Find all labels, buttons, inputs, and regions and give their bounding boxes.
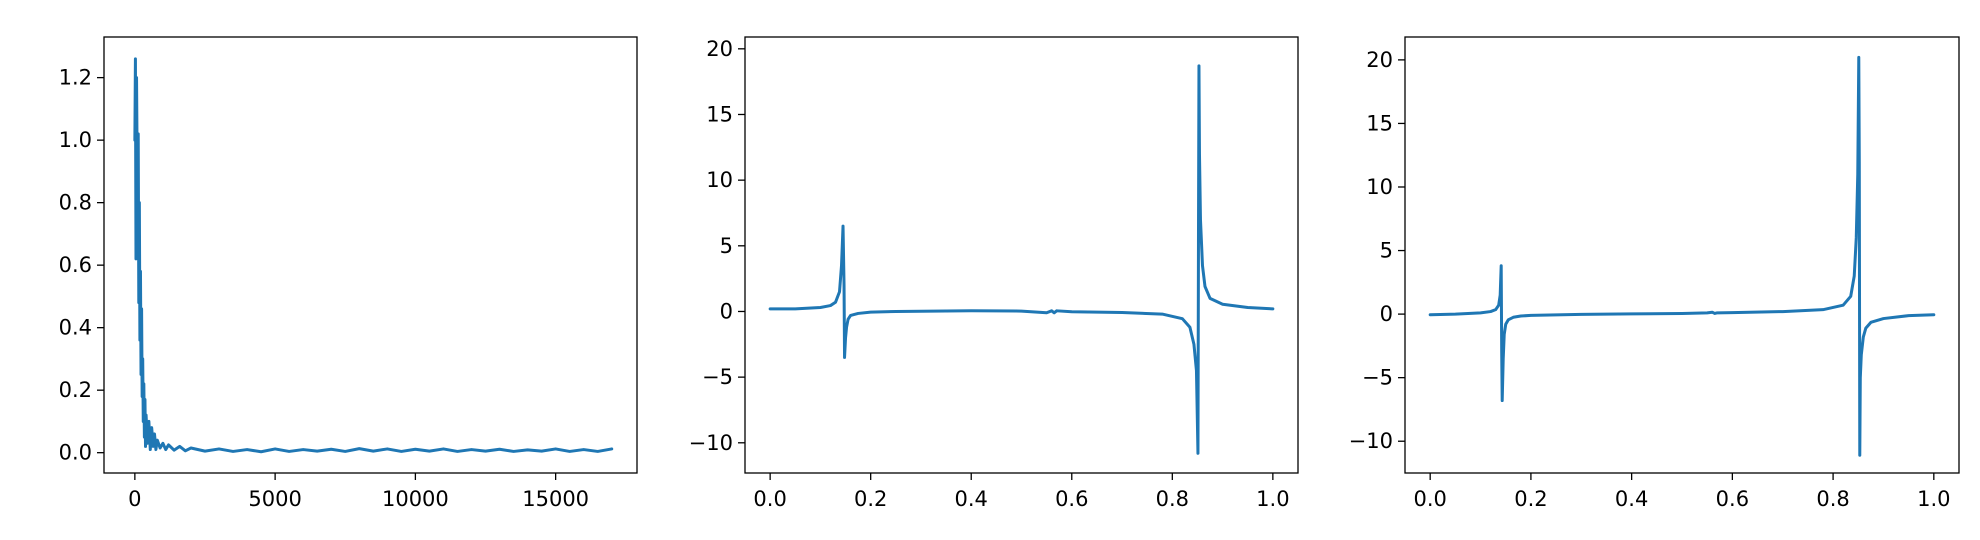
chart-1-series-line [133,57,614,454]
x-tick-label: 0.4 [1615,487,1648,511]
chart-3: 0.0 0.2 0.4 0.6 0.8 1.0 −10 −5 0 5 10 15 20 [1349,36,1960,511]
chart-2-axes-frame [744,36,1299,474]
x-tick-label: 0.6 [1716,487,1749,511]
x-tick-label: 0.6 [1055,487,1088,511]
y-tick-label: 0 [720,299,733,323]
x-tick-label: 0.0 [1413,487,1446,511]
chart-2-series-line [768,64,1275,455]
y-tick-label: −10 [689,431,733,455]
x-tick-label: 10000 [382,487,449,511]
chart-2: 0.0 0.2 0.4 0.6 0.8 1.0 −10 −5 0 5 10 15 20 [689,36,1299,511]
x-tick-label: 1.0 [1917,487,1950,511]
y-tick-label: 0.4 [59,316,92,340]
y-tick-label: 5 [1380,239,1393,263]
y-tick-label: 10 [706,168,733,192]
y-tick-label: 0.8 [59,191,92,215]
x-tick-label: 0.8 [1816,487,1849,511]
y-tick-label: 0.0 [59,441,92,465]
y-tick-label: 0 [1380,302,1393,326]
x-tick-label: 0 [128,487,141,511]
chart-1: 0 5000 10000 15000 0.0 0.2 0.4 0.6 0.8 1.0 1.2 [59,36,638,511]
y-tick-label: 20 [706,37,733,61]
y-tick-label: 0.6 [59,253,92,277]
y-tick-label: 10 [1366,175,1393,199]
x-tick-label: 0.0 [753,487,786,511]
x-tick-label: 15000 [522,487,589,511]
y-tick-label: −10 [1349,429,1393,453]
x-tick-label: 0.4 [955,487,988,511]
y-tick-label: 0.2 [59,378,92,402]
chart-1-axes-frame [103,36,638,474]
x-tick-label: 0.2 [1514,487,1547,511]
y-tick-label: 20 [1366,48,1393,72]
x-tick-label: 0.2 [854,487,887,511]
y-tick-label: 5 [720,234,733,258]
x-tick-label: 1.0 [1256,487,1289,511]
y-tick-label: 1.2 [59,66,92,90]
y-tick-label: −5 [702,365,733,389]
y-tick-label: 15 [706,102,733,126]
x-tick-label: 0.8 [1156,487,1189,511]
y-tick-label: −5 [1362,366,1393,390]
chart-3-series-line [1428,55,1936,457]
y-tick-label: 15 [1366,111,1393,135]
y-tick-label: 1.0 [59,128,92,152]
chart-3-axes-frame [1404,36,1960,474]
x-tick-label: 5000 [248,487,301,511]
